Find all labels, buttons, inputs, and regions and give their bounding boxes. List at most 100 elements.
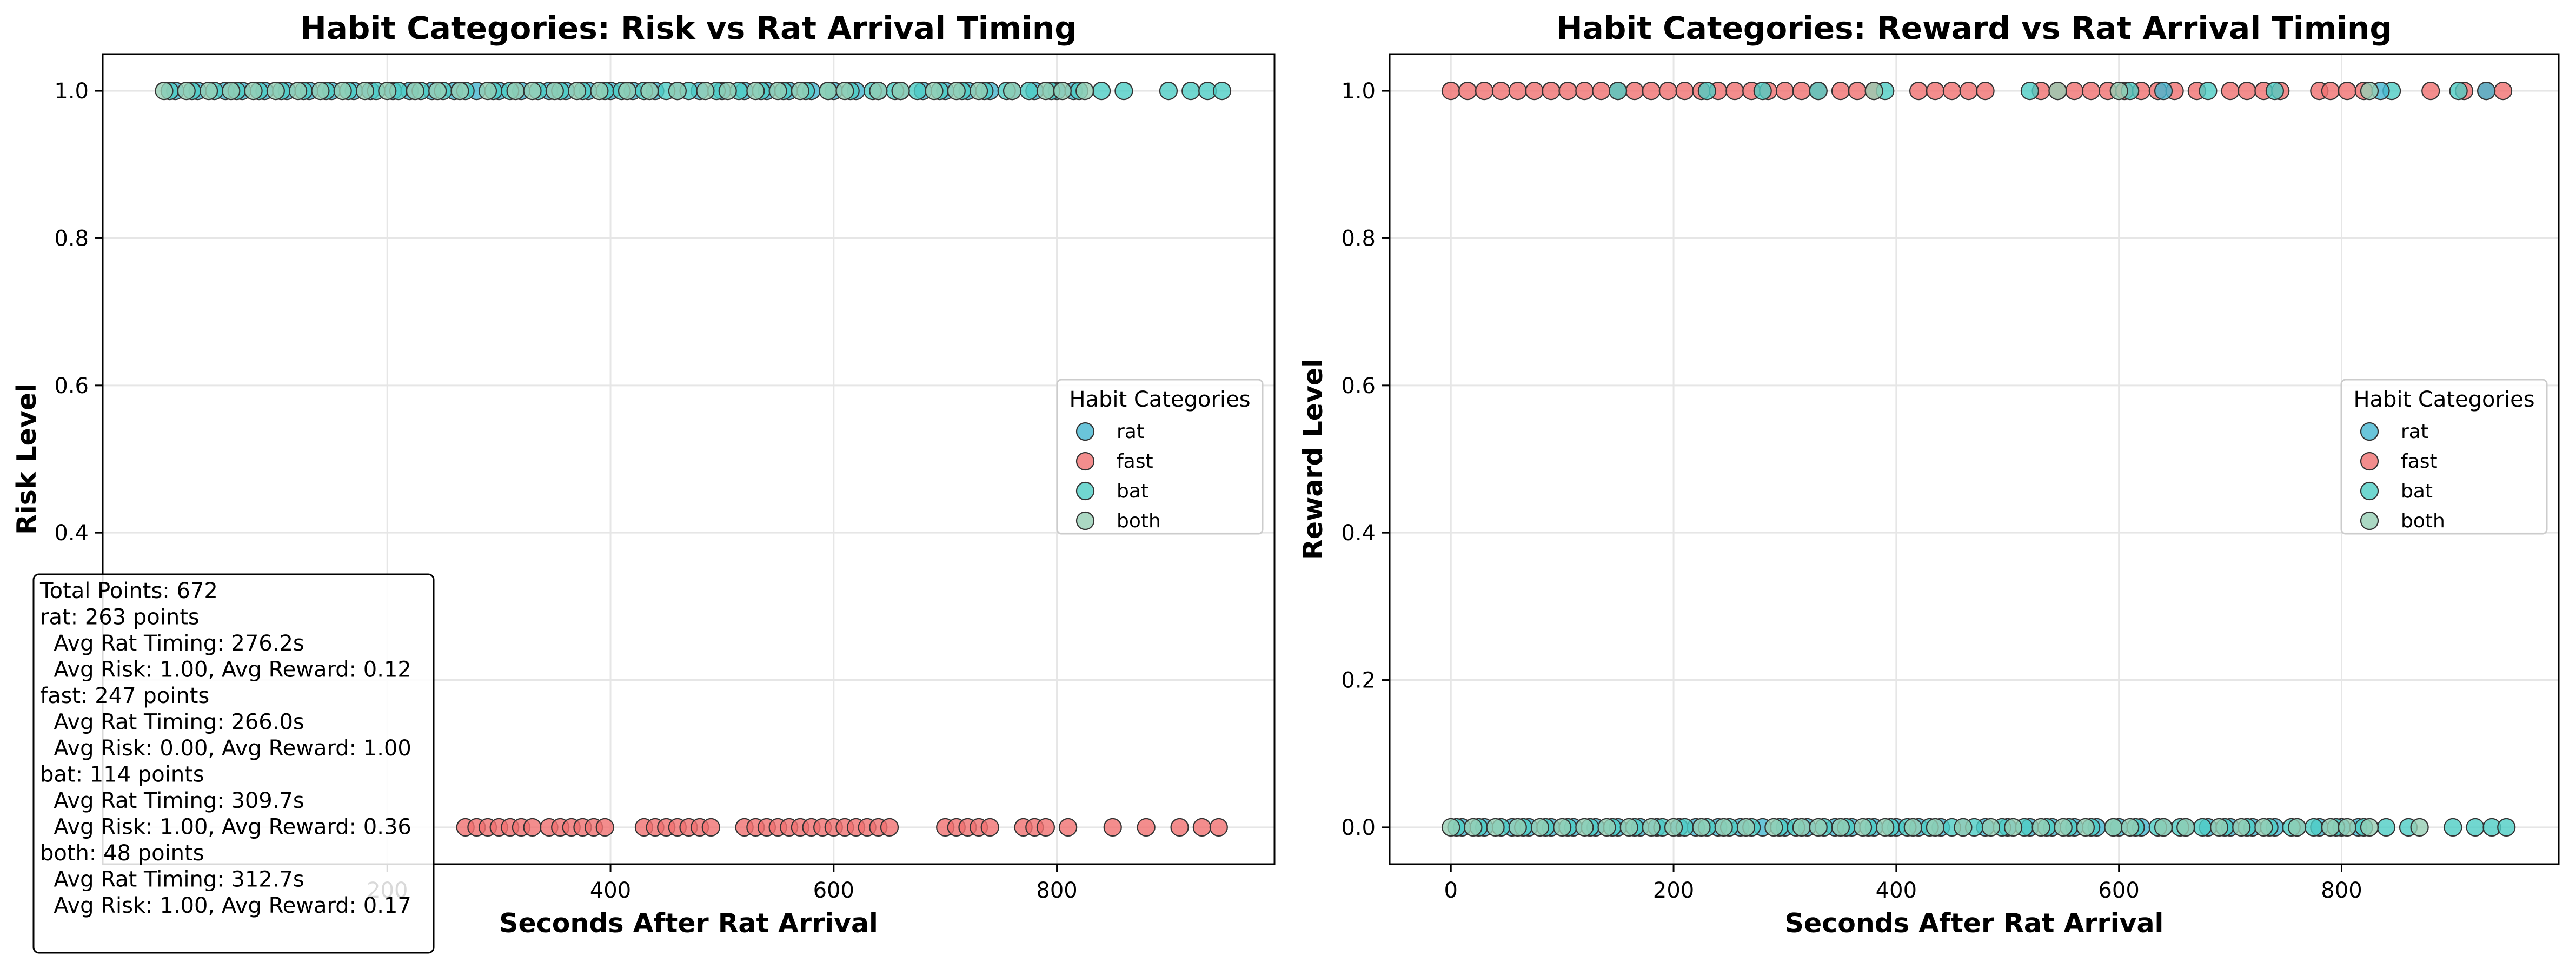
point-both [819,81,838,101]
point-both [1442,818,1460,837]
point-both [969,81,988,101]
point-bat [1753,81,1772,101]
y-tick-label: 0.4 [54,521,89,546]
scatter-points [155,81,1232,837]
point-both [835,81,854,101]
point-both [925,81,944,101]
point-both [1809,818,1828,837]
y-tick-label: 0.0 [1341,815,1376,840]
legend-title: Habit Categories [1069,387,1250,412]
plot-frame [102,53,1276,865]
stats-box-frame [32,573,435,954]
point-bat [2199,81,2218,101]
point-fast [1059,818,1078,837]
y-tick-label: 0.6 [54,374,89,399]
point-bat [2444,818,2462,837]
point-both [768,81,787,101]
point-both [1075,81,1094,101]
point-both [1853,818,1873,837]
point-fast [1775,81,1795,101]
point-both [1692,818,1711,837]
legend-label-bat: bat [2401,480,2433,502]
y-tick-label: 0.8 [1341,226,1376,251]
point-fast [2338,81,2356,101]
point-both [177,81,196,101]
point-fast [880,818,899,837]
point-both [1642,818,1661,837]
point-fast [1592,81,1611,101]
point-both [1619,818,1638,837]
point-both [1597,818,1616,837]
legend-label-fast: fast [1117,450,1153,473]
point-both [2209,818,2229,837]
point-bat [2020,81,2040,101]
point-fast [1525,81,1544,101]
point-fast [1491,81,1511,101]
point-both [1036,81,1055,101]
point-bat [1159,81,1178,101]
y-tick-label: 1.0 [54,79,89,104]
stats-line: Avg Risk: 1.00, Avg Reward: 0.17 [40,893,411,918]
point-both [2003,818,2023,837]
point-both [2360,81,2379,101]
x-tick-label: 800 [1036,878,1077,903]
legend-marker-both [2360,511,2379,530]
point-fast [2321,81,2340,101]
point-both [1736,818,1755,837]
point-both [1530,818,1550,837]
point-bat [1114,81,1133,101]
point-fast [523,818,542,837]
point-both [2288,818,2307,837]
point-both [1002,81,1022,101]
point-fast [1575,81,1594,101]
x-tick-label: 400 [1876,878,1917,903]
x-tick-label: 600 [2098,878,2139,903]
point-fast [1475,81,1494,101]
legend-marker-fast [1075,452,1095,471]
point-bat [1609,81,1628,101]
point-both [378,81,397,101]
point-both [355,81,375,101]
point-both [1464,818,1483,837]
point-both [1792,818,1811,837]
point-fast [1831,81,1850,101]
point-fast [2082,81,2101,101]
point-bat [2304,818,2323,837]
x-tick-label: 600 [813,878,854,903]
legend-marker-bat [1075,481,1095,501]
legend-marker-both [1075,511,1095,530]
point-fast [980,818,999,837]
point-both [640,81,659,101]
x-tick-label: 200 [1653,878,1694,903]
point-both [1764,818,1783,837]
plot-frame [1389,53,2560,865]
tick-labels: 0 200 400 600 800 0.0 0.2 0.4 0.6 0.8 1.0 [1341,79,2362,903]
point-both [311,81,330,101]
point-fast [1642,81,1661,101]
point-bat [2449,81,2468,101]
stats-line: both: 48 points [40,841,204,866]
point-both [891,81,910,101]
point-both [1903,818,1922,837]
point-both [2054,818,2073,837]
y-tick-label: 0.6 [1341,374,1376,399]
point-both [478,81,497,101]
point-fast [2221,81,2240,101]
point-bat [2193,818,2212,837]
point-fast [1926,81,1945,101]
y-tick-label: 0.8 [54,226,89,251]
y-axis-label: Reward Level [1298,359,1329,560]
point-both [668,81,687,101]
point-both [2338,818,2356,837]
point-bat [2466,818,2485,837]
point-fast [1442,81,1460,101]
point-bat [1697,81,1716,101]
stats-line: Avg Rat Timing: 276.2s [40,631,304,656]
legend-marker-rat [1075,422,1095,441]
point-both [1664,818,1683,837]
stats-line: Avg Risk: 1.00, Avg Reward: 0.36 [40,815,411,840]
stats-line: fast: 247 points [40,684,209,708]
point-both [618,81,637,101]
point-fast [2238,81,2256,101]
